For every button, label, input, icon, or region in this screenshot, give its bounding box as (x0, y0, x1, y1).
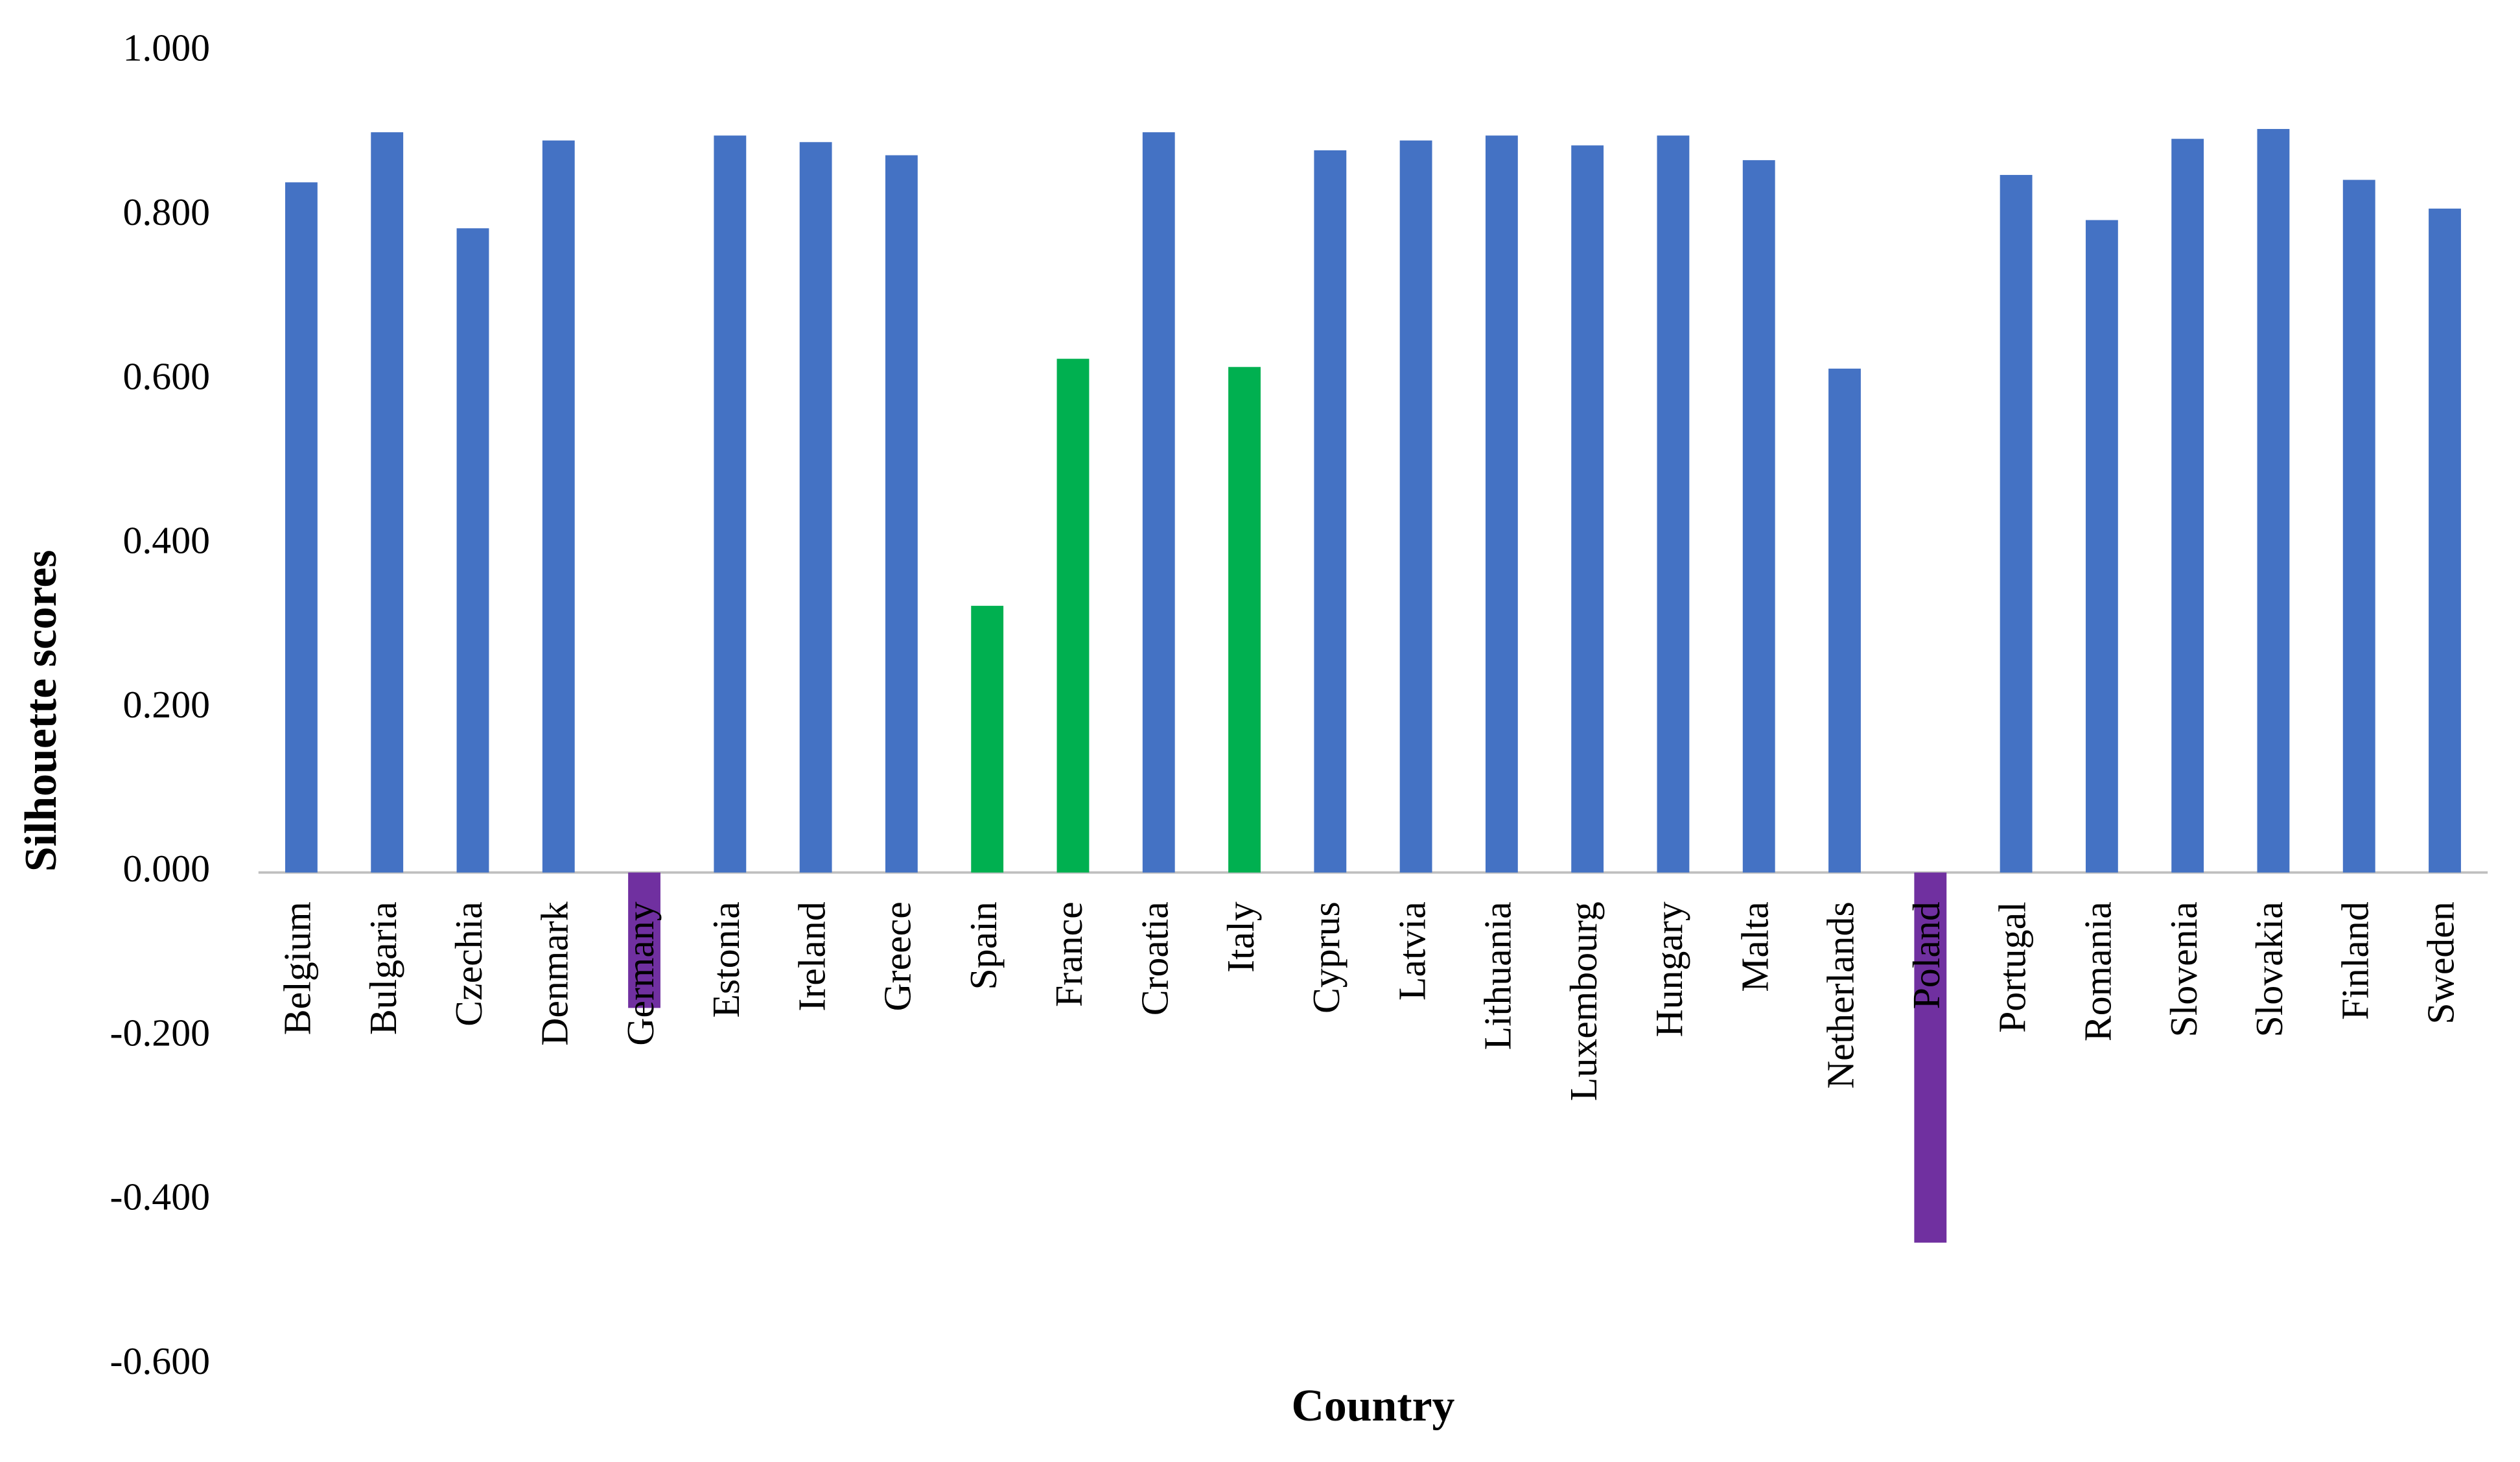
bar (799, 142, 832, 873)
bar (1228, 367, 1261, 873)
x-tick-label: Bulgaria (362, 901, 404, 1035)
x-tick-label: Germany (619, 901, 662, 1046)
y-tick-label: -0.200 (110, 1011, 210, 1054)
x-tick-label: Czechia (447, 901, 490, 1027)
bar (1914, 872, 1947, 1243)
x-tick-label: Estonia (705, 901, 747, 1017)
x-tick-label: Spain (962, 901, 1005, 990)
x-tick-label: Romania (2077, 901, 2119, 1041)
bar (628, 872, 660, 1008)
bar (1314, 150, 1347, 873)
x-tick-label: Slovenia (2162, 901, 2205, 1037)
bar (2429, 208, 2461, 873)
x-tick-label: Lithuania (1476, 901, 1519, 1050)
x-tick-label: Portugal (1990, 901, 2033, 1033)
x-tick-label: Ireland (790, 901, 833, 1011)
x-tick-label: Malta (1733, 901, 1776, 992)
y-tick-label: 1.000 (122, 27, 210, 69)
bar (1657, 135, 1690, 873)
bar (371, 132, 404, 873)
bar (1056, 358, 1090, 873)
bar (542, 140, 575, 873)
y-tick-label: -0.600 (110, 1340, 210, 1382)
x-tick-label: Netherlands (1819, 901, 1862, 1089)
y-tick-label: 0.800 (122, 191, 210, 233)
bar (285, 182, 318, 873)
x-tick-label: Greece (876, 901, 919, 1011)
x-tick-label: Croatia (1133, 901, 1176, 1015)
bar (2342, 180, 2375, 873)
y-tick-label: 0.400 (122, 519, 210, 562)
x-tick-label: Denmark (533, 901, 576, 1046)
bar (885, 155, 918, 873)
y-tick-label: 0.200 (122, 683, 210, 726)
bar (1742, 160, 1775, 873)
x-tick-label: Belgium (276, 901, 319, 1035)
bar (2257, 129, 2290, 873)
bar (1485, 135, 1518, 873)
x-axis-title: Country (1291, 1381, 1454, 1431)
bar (2171, 139, 2204, 873)
x-tick-label: Latvia (1390, 901, 1433, 1001)
bar (971, 605, 1004, 873)
y-tick-label: 0.000 (122, 847, 210, 890)
x-tick-label: Finland (2333, 901, 2376, 1020)
x-tick-label: Italy (1219, 901, 1262, 973)
y-tick-label: -0.400 (110, 1176, 210, 1218)
bar (1142, 132, 1175, 873)
x-tick-label: Slovakia (2248, 901, 2291, 1037)
bar (714, 135, 747, 873)
y-axis-title: Silhouette scores (16, 550, 66, 872)
bar (456, 228, 489, 873)
x-tick-label: France (1047, 901, 1090, 1007)
x-tick-label: Sweden (2420, 901, 2462, 1024)
y-tick-label: 0.600 (122, 354, 210, 397)
bar (2000, 174, 2033, 873)
x-tick-label: Poland (1905, 901, 1948, 1009)
x-tick-label: Cyprus (1305, 901, 1348, 1014)
bar (1571, 145, 1604, 873)
bar (1399, 140, 1432, 873)
bar (1828, 368, 1861, 873)
bar (2085, 220, 2118, 873)
x-tick-label: Luxembourg (1562, 901, 1605, 1101)
x-tick-label: Hungary (1648, 901, 1690, 1037)
